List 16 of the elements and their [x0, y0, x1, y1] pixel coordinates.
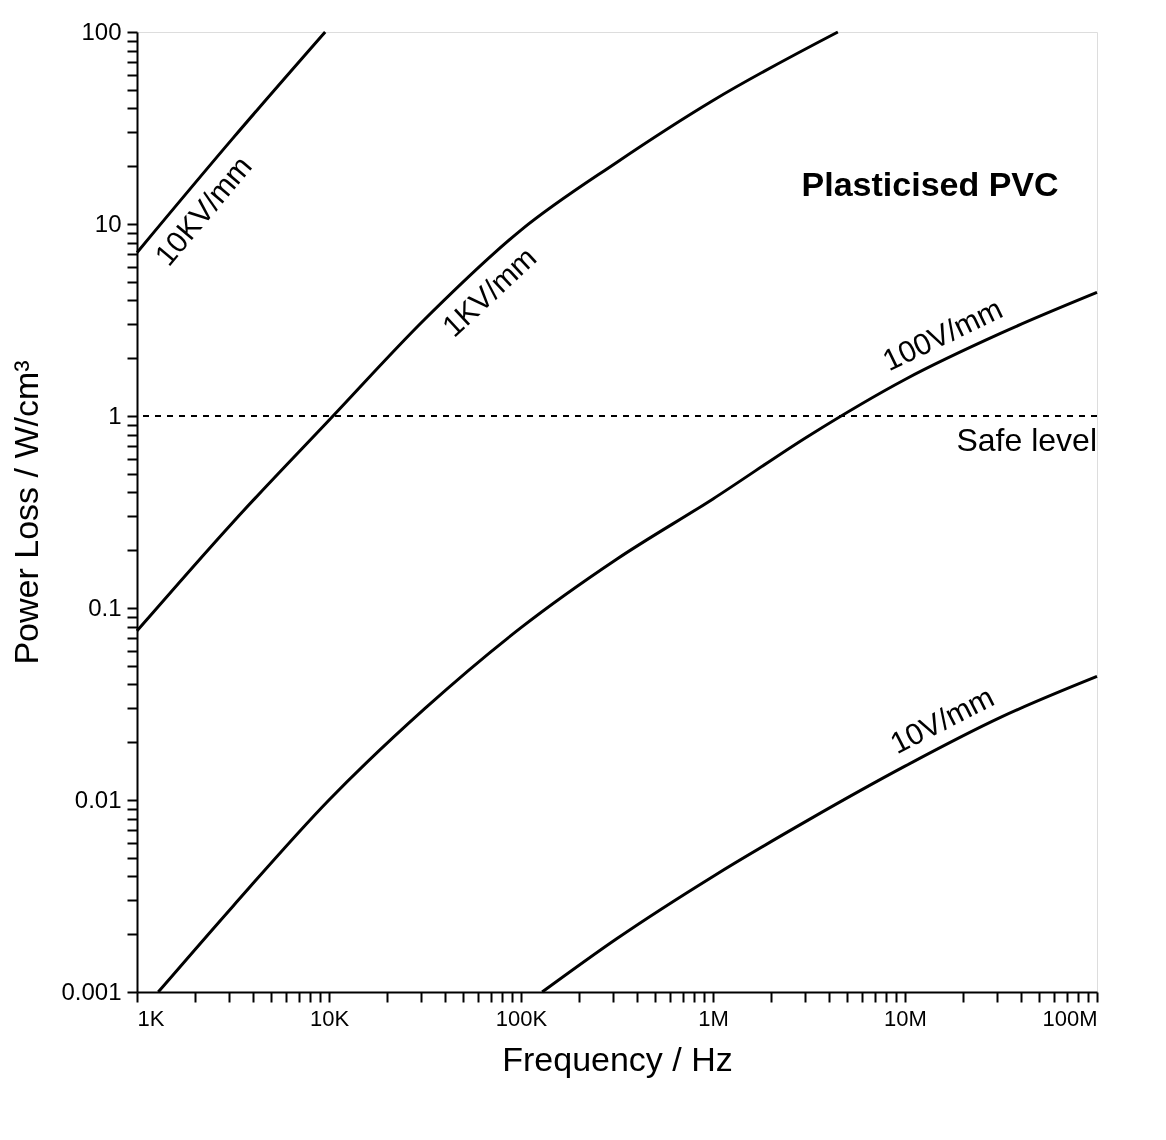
- y-tick-label: 0.01: [74, 785, 122, 813]
- ref-line-label: Safe level: [956, 422, 1097, 458]
- x-tick-label: 1M: [698, 1005, 729, 1031]
- y-tick-label: 1: [108, 401, 122, 429]
- x-tick-label: 1K: [137, 1005, 165, 1031]
- annotation: Plasticised PVC: [801, 164, 1059, 203]
- x-tick-label: 10M: [884, 1005, 927, 1031]
- y-axis-title: Power Loss / W/cm³: [7, 360, 46, 665]
- y-tick-label: 0.1: [88, 593, 122, 621]
- x-tick-label: 100M: [1042, 1005, 1098, 1031]
- x-axis-title: Frequency / Hz: [502, 1039, 733, 1078]
- y-tick-label: 100: [81, 17, 122, 45]
- y-tick-label: 0.001: [61, 977, 122, 1005]
- y-tick-label: 10: [94, 209, 122, 237]
- x-tick-label: 100K: [495, 1005, 548, 1031]
- x-tick-label: 10K: [309, 1005, 350, 1031]
